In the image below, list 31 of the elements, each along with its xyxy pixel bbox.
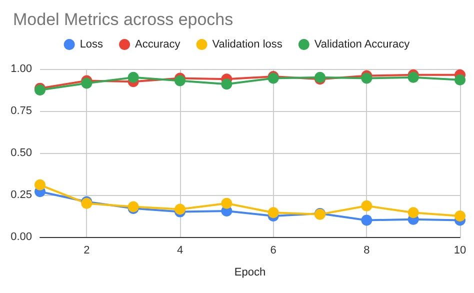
point: [174, 204, 186, 215]
x-tick-label: 10: [454, 244, 466, 256]
point: [408, 72, 419, 83]
point: [128, 72, 139, 83]
point: [408, 207, 419, 218]
point: [268, 207, 279, 218]
point: [361, 214, 372, 226]
point: [454, 210, 466, 222]
legend-label: Validation Accuracy: [314, 38, 410, 50]
point: [174, 75, 186, 86]
point: [361, 72, 372, 84]
y-tick-label: 0.25: [10, 189, 32, 201]
x-axis-title: Epoch: [234, 266, 266, 278]
point: [221, 78, 232, 90]
legend-label: Validation loss: [212, 38, 283, 50]
x-tick-label: 4: [176, 244, 184, 256]
y-tick-label: 0.50: [10, 147, 32, 159]
y-tick-label: 1.00: [10, 63, 32, 75]
x-tick-label: 8: [364, 244, 370, 256]
x-tick-label: 6: [270, 244, 276, 256]
point: [34, 179, 46, 190]
legend-label: Accuracy: [135, 38, 181, 50]
point: [81, 78, 92, 89]
point: [454, 74, 466, 86]
y-tick-label: 0.00: [10, 231, 32, 243]
legend-label: Loss: [80, 38, 104, 50]
x-tick-label: 2: [84, 244, 90, 256]
point: [361, 200, 372, 212]
chart-title: Model Metrics across epochs: [13, 10, 234, 29]
point: [221, 198, 232, 209]
y-tick-label: 0.75: [10, 105, 32, 117]
